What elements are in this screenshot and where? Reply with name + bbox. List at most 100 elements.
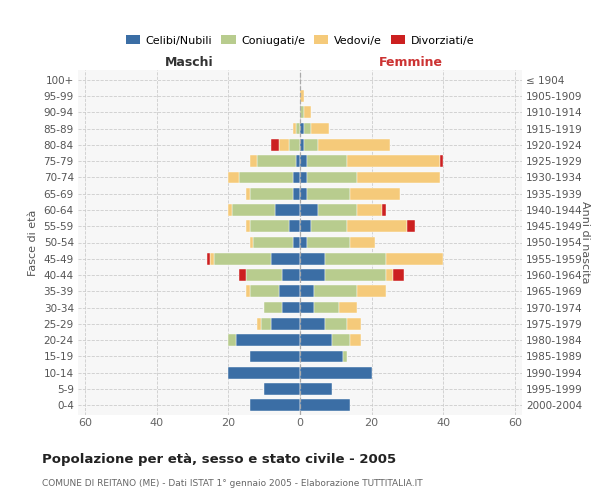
Bar <box>325 318 347 330</box>
Bar <box>271 318 300 330</box>
Bar <box>386 269 393 281</box>
Bar <box>304 139 318 150</box>
Bar <box>393 269 404 281</box>
Bar <box>300 350 343 362</box>
Bar <box>407 220 415 232</box>
Bar <box>257 156 296 167</box>
Bar <box>296 122 300 134</box>
Bar <box>350 188 400 200</box>
Bar <box>311 220 347 232</box>
Bar <box>300 188 307 200</box>
Bar <box>343 350 347 362</box>
Bar <box>264 383 300 395</box>
Bar <box>300 236 307 248</box>
Bar <box>325 253 386 264</box>
Bar <box>311 122 329 134</box>
Bar <box>293 188 300 200</box>
Bar <box>307 188 350 200</box>
Bar <box>264 302 282 314</box>
Bar <box>314 302 340 314</box>
Bar <box>250 188 293 200</box>
Bar <box>289 220 300 232</box>
Bar <box>282 269 300 281</box>
Bar <box>250 156 257 167</box>
Bar <box>304 122 311 134</box>
Bar <box>289 139 300 150</box>
Bar <box>307 172 357 183</box>
Bar <box>293 122 296 134</box>
Bar <box>347 156 440 167</box>
Bar <box>300 156 307 167</box>
Text: COMUNE DI REITANO (ME) - Dati ISTAT 1° gennaio 2005 - Elaborazione TUTTITALIA.IT: COMUNE DI REITANO (ME) - Dati ISTAT 1° g… <box>42 479 422 488</box>
Bar <box>282 302 300 314</box>
Bar <box>304 106 311 118</box>
Bar <box>232 204 275 216</box>
Text: Maschi: Maschi <box>164 56 214 69</box>
Bar <box>278 139 289 150</box>
Bar <box>357 172 440 183</box>
Bar <box>300 269 325 281</box>
Bar <box>300 139 304 150</box>
Bar <box>250 286 278 297</box>
Bar <box>307 156 347 167</box>
Bar <box>246 286 250 297</box>
Text: Popolazione per età, sesso e stato civile - 2005: Popolazione per età, sesso e stato civil… <box>42 452 396 466</box>
Bar <box>250 400 300 411</box>
Bar <box>246 269 282 281</box>
Bar <box>296 156 300 167</box>
Bar <box>300 122 304 134</box>
Bar <box>250 236 253 248</box>
Bar <box>307 236 350 248</box>
Bar <box>332 334 350 346</box>
Bar <box>300 367 371 378</box>
Bar <box>271 139 278 150</box>
Bar <box>229 204 232 216</box>
Y-axis label: Fasce di età: Fasce di età <box>28 210 38 276</box>
Bar <box>300 400 350 411</box>
Bar <box>386 253 443 264</box>
Bar <box>350 334 361 346</box>
Bar <box>236 334 300 346</box>
Bar <box>229 172 239 183</box>
Bar <box>325 269 386 281</box>
Bar <box>300 334 332 346</box>
Bar <box>257 318 260 330</box>
Bar <box>229 334 236 346</box>
Bar <box>318 204 357 216</box>
Bar <box>250 350 300 362</box>
Bar <box>246 220 250 232</box>
Bar <box>293 236 300 248</box>
Bar <box>300 253 325 264</box>
Bar <box>300 90 304 102</box>
Bar <box>214 253 271 264</box>
Bar <box>239 172 293 183</box>
Bar <box>246 188 250 200</box>
Bar <box>300 106 304 118</box>
Y-axis label: Anni di nascita: Anni di nascita <box>580 201 590 284</box>
Bar <box>300 318 325 330</box>
Bar <box>347 220 407 232</box>
Bar <box>253 236 293 248</box>
Bar <box>314 286 357 297</box>
Bar <box>300 286 314 297</box>
Bar <box>211 253 214 264</box>
Bar <box>300 204 318 216</box>
Bar <box>271 253 300 264</box>
Bar <box>207 253 211 264</box>
Legend: Celibi/Nubili, Coniugati/e, Vedovi/e, Divorziati/e: Celibi/Nubili, Coniugati/e, Vedovi/e, Di… <box>121 30 479 50</box>
Bar <box>229 367 300 378</box>
Bar <box>300 172 307 183</box>
Bar <box>440 156 443 167</box>
Bar <box>347 318 361 330</box>
Bar <box>382 204 386 216</box>
Bar <box>293 172 300 183</box>
Bar <box>239 269 246 281</box>
Bar <box>340 302 357 314</box>
Bar <box>250 220 289 232</box>
Bar <box>278 286 300 297</box>
Bar <box>300 220 311 232</box>
Bar <box>300 383 332 395</box>
Bar <box>275 204 300 216</box>
Bar <box>350 236 375 248</box>
Bar <box>260 318 271 330</box>
